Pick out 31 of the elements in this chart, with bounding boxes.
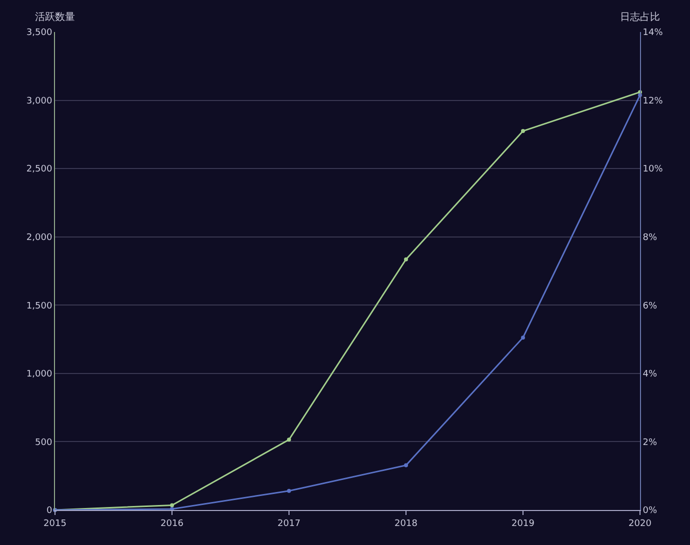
point bbox=[287, 438, 291, 442]
y-tick-label: 2,500 bbox=[26, 164, 52, 175]
x-tick-label: 2017 bbox=[278, 518, 300, 529]
point bbox=[170, 503, 174, 508]
x-tick-label: 2018 bbox=[394, 518, 418, 529]
y2-tick-label: 6% bbox=[642, 301, 658, 312]
x-tick-label: 2015 bbox=[44, 518, 66, 529]
point bbox=[521, 336, 525, 340]
point bbox=[521, 129, 525, 134]
y-tick-label: 1,000 bbox=[26, 370, 52, 380]
y-tick-label: 3,000 bbox=[26, 96, 52, 106]
y2-tick-label: 4% bbox=[642, 370, 658, 380]
x-tick-label: 2020 bbox=[628, 518, 652, 529]
y-tick-label: 500 bbox=[35, 438, 52, 448]
y2-tick-label: 0% bbox=[642, 506, 658, 516]
point bbox=[404, 257, 408, 262]
point bbox=[404, 463, 408, 468]
y-tick-label: 3,500 bbox=[26, 28, 52, 38]
y2-tick-label: 2% bbox=[642, 438, 658, 448]
y-tick-label: 2,000 bbox=[26, 233, 52, 244]
y2-tick-label: 12% bbox=[642, 96, 664, 106]
y-tick-label: 1,500 bbox=[26, 301, 52, 312]
x-tick-label: 2019 bbox=[512, 518, 535, 529]
y2-tick-label: 8% bbox=[642, 233, 658, 244]
y-axis-title: 活跃数量 bbox=[35, 11, 75, 23]
y2-axis-title: 日志占比 bbox=[620, 11, 660, 23]
x-tick-label: 2016 bbox=[160, 518, 184, 529]
point bbox=[287, 488, 291, 493]
y2-tick-label: 14% bbox=[642, 28, 664, 38]
y-tick-label: 0 bbox=[46, 506, 52, 516]
y2-tick-label: 10% bbox=[642, 164, 664, 175]
